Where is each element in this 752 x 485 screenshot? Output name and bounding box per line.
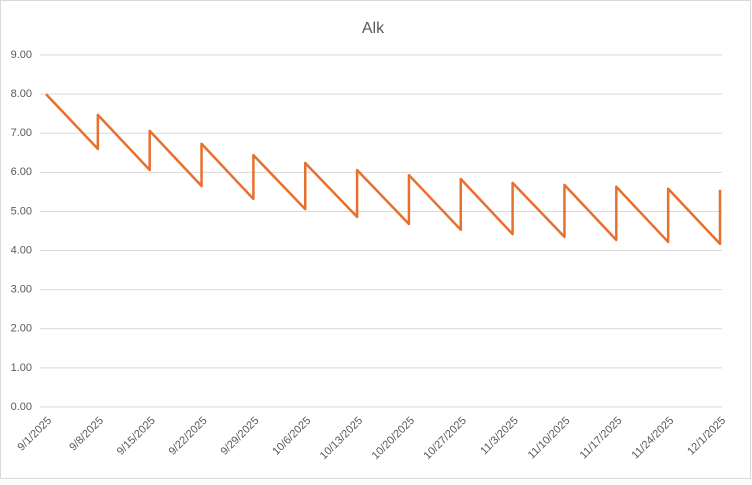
y-tick-label: 9.00 [11, 49, 32, 61]
chart-title: Alk [362, 20, 385, 37]
y-tick-label: 0.00 [11, 401, 32, 413]
y-tick-label: 7.00 [11, 127, 32, 139]
plot [45, 93, 722, 246]
y-tick-label: 6.00 [11, 166, 32, 178]
y-tick-label: 8.00 [11, 88, 32, 100]
y-tick-label: 5.00 [11, 205, 32, 217]
y-tick-label: 2.00 [11, 323, 32, 335]
line-series [45, 93, 722, 246]
y-tick-label: 4.00 [11, 244, 32, 256]
y-tick-label: 3.00 [11, 284, 32, 296]
y-tick-label: 1.00 [11, 362, 32, 374]
